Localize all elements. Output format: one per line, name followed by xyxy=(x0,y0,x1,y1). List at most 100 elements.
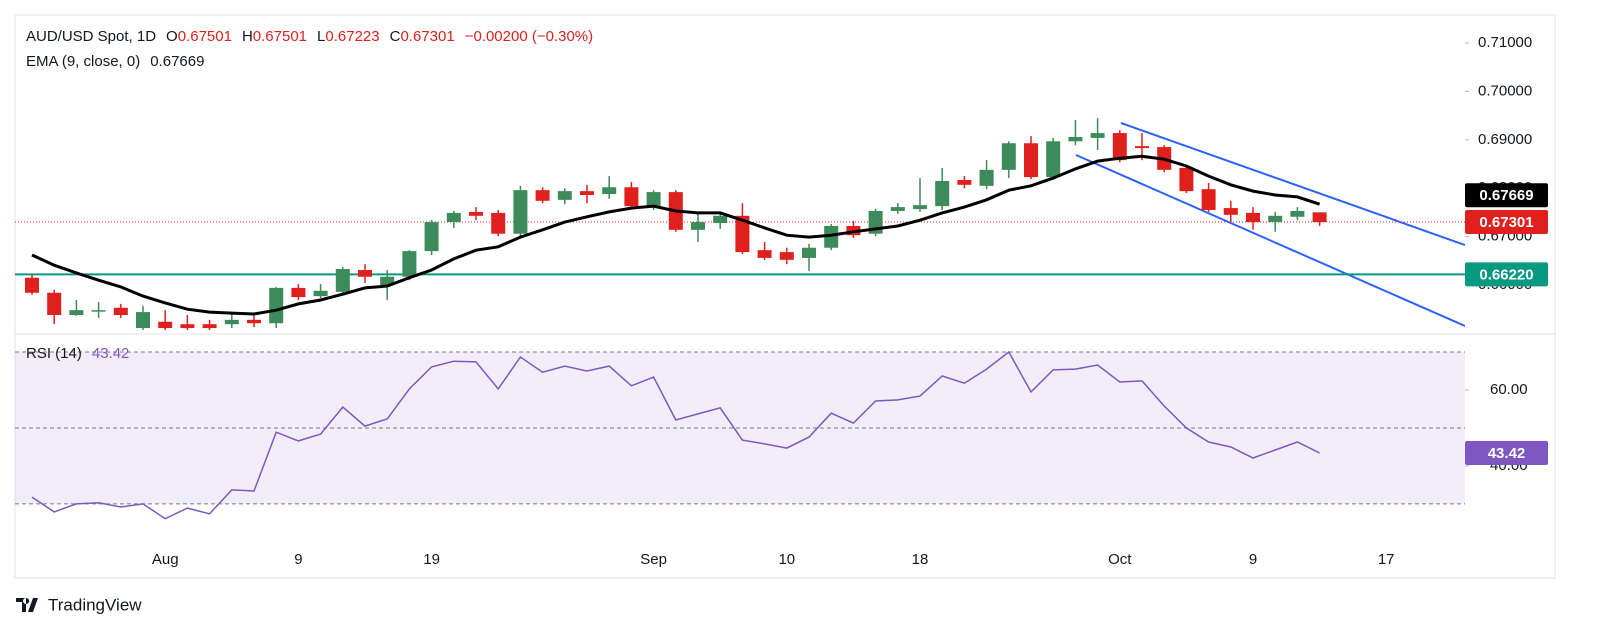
candle-body xyxy=(158,321,173,329)
candle-body xyxy=(25,277,39,293)
candle-body xyxy=(47,292,62,315)
ema-name: EMA (9, close, 0) xyxy=(26,53,140,70)
candle-body xyxy=(557,191,572,200)
candle-body xyxy=(1090,133,1105,138)
rsi-value-label: 43.42 xyxy=(1488,445,1526,462)
candle-body xyxy=(824,225,839,248)
rsi-value-box xyxy=(1465,440,1548,465)
x-tick-label: 9 xyxy=(294,551,302,568)
candle-body xyxy=(513,190,528,234)
candle-body xyxy=(757,250,772,258)
candle-body xyxy=(402,251,417,277)
channel-lower xyxy=(1075,154,1465,327)
candle-body xyxy=(1223,208,1238,215)
candle-body xyxy=(890,207,905,211)
ema-value: 0.67669 xyxy=(150,53,204,70)
candle-body xyxy=(1112,133,1127,161)
candle-body xyxy=(69,310,84,315)
y-tick-label: 0.70000 xyxy=(1478,82,1532,99)
candle-body xyxy=(269,287,284,324)
rsi-value: 43.42 xyxy=(92,345,130,362)
candle-body xyxy=(446,212,461,223)
candle-body xyxy=(180,324,195,329)
candle-body xyxy=(491,212,506,234)
x-tick-label: 19 xyxy=(423,551,440,568)
candle-body xyxy=(1268,215,1283,223)
ema-value-box xyxy=(1465,183,1548,208)
candle-body xyxy=(291,287,306,298)
candle-body xyxy=(1246,212,1260,223)
candle-body xyxy=(335,269,350,292)
candle-body xyxy=(779,252,794,260)
x-tick-label: Sep xyxy=(640,551,667,568)
candle-body xyxy=(913,205,927,210)
last-price-label: 0.67301 xyxy=(1479,214,1533,231)
brand-icon xyxy=(16,598,38,612)
support-box xyxy=(1465,262,1548,287)
candle-body xyxy=(1024,143,1038,178)
ohlc-prefix: L xyxy=(317,28,325,45)
rsi-legend: RSI (14) 43.42 xyxy=(26,345,129,362)
ohlc-prefix: C xyxy=(390,28,401,45)
y-tick-label: 0.69000 xyxy=(1478,131,1532,148)
ohlc-value: 0.67501 xyxy=(178,28,232,45)
candle-body xyxy=(380,276,395,285)
x-tick-label: 10 xyxy=(778,551,795,568)
candle-body xyxy=(646,192,661,207)
last-price-box xyxy=(1465,210,1548,235)
x-tick-label: Oct xyxy=(1108,551,1132,568)
ohlc-prefix: H xyxy=(242,28,253,45)
candle-body xyxy=(691,222,705,230)
y-tick-label: 0.71000 xyxy=(1478,34,1532,51)
x-tick-label: 17 xyxy=(1378,551,1395,568)
candle-body xyxy=(469,211,483,216)
brand-name: TradingView xyxy=(48,595,142,614)
ohlc-value: 0.67501 xyxy=(253,28,307,45)
candle-body xyxy=(713,215,728,224)
ohlc-value: 0.67301 xyxy=(400,28,454,45)
candle-body xyxy=(957,180,972,185)
candle-body xyxy=(1046,141,1061,178)
ema-legend: EMA (9, close, 0) 0.67669 xyxy=(26,53,204,70)
candle-body xyxy=(424,222,439,252)
header: AUD/USD Spot, 1D O0.67501 H0.67501 L0.67223… xyxy=(26,28,593,45)
candle-body xyxy=(91,310,106,312)
rsi-line xyxy=(31,350,1320,520)
candle-body xyxy=(602,187,617,195)
rsi-pane xyxy=(15,350,1465,520)
x-tick-label: 9 xyxy=(1249,551,1257,568)
candle-body xyxy=(802,247,816,258)
rsi-y-tick-label: 60.00 xyxy=(1490,381,1528,398)
candle-body xyxy=(1068,136,1083,142)
candle-body xyxy=(1135,146,1149,149)
channel-upper xyxy=(1120,122,1465,246)
ema-value-label: 0.67669 xyxy=(1479,187,1533,204)
ohlc-prefix: O xyxy=(166,28,178,45)
x-tick-label: 18 xyxy=(912,551,929,568)
price-pane xyxy=(15,118,1465,330)
candle-body xyxy=(224,319,239,325)
candle-body xyxy=(1201,189,1216,210)
candle-body xyxy=(136,312,150,329)
support-label: 0.66220 xyxy=(1479,266,1533,283)
candle-body xyxy=(113,307,128,315)
brand-logo: TradingView xyxy=(16,595,142,614)
candle-body xyxy=(202,324,217,329)
candle-body xyxy=(313,290,328,297)
candle-body xyxy=(247,319,261,324)
price-labels: 0.67669 0.67301 0.66220 43.42 xyxy=(1465,183,1548,465)
x-tick-label: Aug xyxy=(152,551,179,568)
rsi-name: RSI (14) xyxy=(26,345,82,362)
candle-body xyxy=(1290,210,1305,217)
trend-channel xyxy=(1075,122,1465,327)
candle-body xyxy=(935,180,950,207)
candle-body xyxy=(580,191,594,195)
ohlc-value: 0.67223 xyxy=(325,28,379,45)
candle-body xyxy=(358,270,372,277)
candle-body xyxy=(1179,167,1194,192)
candle-body xyxy=(1001,143,1016,170)
candle-body xyxy=(979,169,994,186)
ema-line xyxy=(31,154,1321,316)
